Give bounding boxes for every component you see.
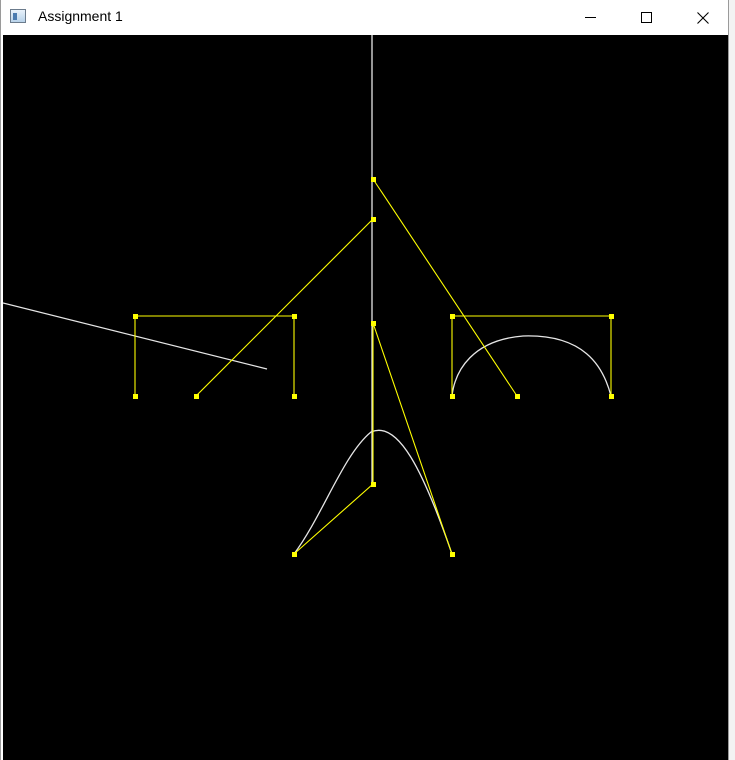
- control-point[interactable]: [133, 394, 138, 399]
- upper-left-control-line: [195, 218, 374, 397]
- control-point[interactable]: [292, 552, 297, 557]
- control-point[interactable]: [371, 482, 376, 487]
- canvas-svg[interactable]: [3, 35, 728, 760]
- right-control-polygon: [451, 315, 612, 396]
- lower-control-polygon: [293, 322, 453, 555]
- control-point[interactable]: [450, 552, 455, 557]
- control-point[interactable]: [609, 314, 614, 319]
- background-window-edge: [729, 0, 735, 760]
- control-point[interactable]: [609, 394, 614, 399]
- drawing-canvas[interactable]: [3, 35, 728, 760]
- control-point[interactable]: [450, 314, 455, 319]
- window-title: Assignment 1: [38, 8, 123, 24]
- title-bar[interactable]: Assignment 1: [1, 0, 728, 34]
- minimize-button[interactable]: [567, 0, 613, 34]
- left-control-polygon: [134, 315, 295, 396]
- maximize-button[interactable]: [623, 0, 669, 34]
- window-app-icon[interactable]: [10, 9, 26, 23]
- maximize-icon: [641, 12, 652, 23]
- minimize-icon: [585, 17, 596, 18]
- lower-peak-curve: [293, 429, 453, 555]
- control-point[interactable]: [292, 394, 297, 399]
- right-arch-curve: [451, 335, 612, 397]
- curves: [3, 35, 612, 555]
- control-point[interactable]: [515, 394, 520, 399]
- control-point[interactable]: [371, 217, 376, 222]
- control-points[interactable]: [133, 177, 614, 557]
- control-polygons: [134, 178, 612, 555]
- control-point[interactable]: [371, 177, 376, 182]
- close-icon: [697, 12, 709, 24]
- control-point[interactable]: [292, 314, 297, 319]
- upper-right-control-line: [372, 178, 518, 397]
- control-point[interactable]: [194, 394, 199, 399]
- control-point[interactable]: [371, 321, 376, 326]
- control-point[interactable]: [450, 394, 455, 399]
- close-button[interactable]: [679, 0, 725, 34]
- control-point[interactable]: [133, 314, 138, 319]
